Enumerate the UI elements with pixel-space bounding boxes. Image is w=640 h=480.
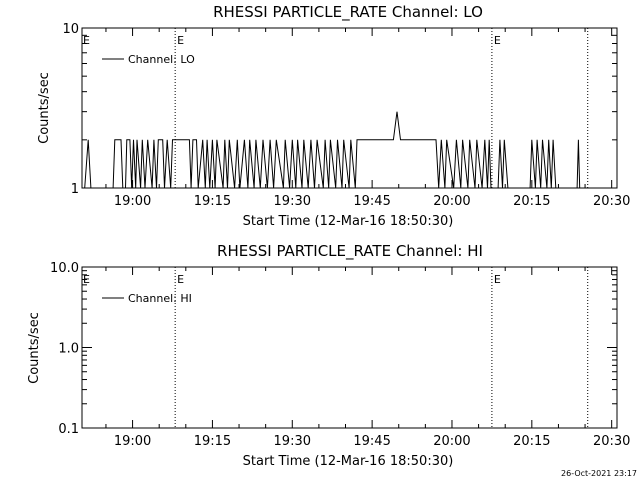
chart-hi-y-tick-label: 1.0: [58, 342, 79, 357]
chart-lo-y-tick-label: 10: [62, 22, 79, 37]
chart-lo-y-axis-label: Counts/sec: [37, 72, 52, 144]
chart-lo-legend-label: Channel: LO: [128, 53, 195, 66]
chart-hi-event-marker-label: E: [177, 273, 184, 286]
chart-lo-x-axis-label: Start Time (12-Mar-16 18:50:30): [243, 214, 454, 229]
chart-hi-x-tick-label: 20:15: [513, 434, 550, 449]
chart-lo-x-tick-label: 20:30: [593, 194, 630, 209]
chart-hi-x-tick-label: 20:30: [593, 434, 630, 449]
chart-lo-event-marker-label: E: [177, 34, 184, 47]
chart-lo-y-tick-label: 1: [71, 182, 79, 197]
chart-lo-title: RHESSI PARTICLE_RATE Channel: LO: [213, 3, 483, 22]
chart-hi-legend: Channel: HI: [102, 292, 192, 305]
chart-hi-event-marker-label: E: [494, 273, 501, 286]
chart-lo-x-tick-label: 20:00: [433, 194, 470, 209]
chart-lo-x-tick-label: 19:45: [353, 194, 390, 209]
chart-lo-data: [84, 111, 581, 189]
chart-lo-ticks: 19:00 19:15 19:30 19:45 20:00 20:15 20:30 1 10: [62, 22, 630, 209]
chart-hi-x-tick-label: 19:30: [274, 434, 311, 449]
chart-hi: RHESSI PARTICLE_RATE Channel: HI 19:00 19…: [27, 242, 630, 469]
chart-hi-x-tick-label: 19:15: [194, 434, 231, 449]
chart-hi-x-axis-label: Start Time (12-Mar-16 18:50:30): [243, 454, 454, 469]
chart-lo-event-marker-label: E: [494, 34, 501, 47]
chart-hi-ticks: 19:00 19:15 19:30 19:45 20:00 20:15 20:30 0.1 1.…: [50, 261, 630, 449]
chart-lo-series-line: [84, 111, 581, 189]
chart-hi-title: RHESSI PARTICLE_RATE Channel: HI: [217, 242, 483, 261]
chart-lo-x-tick-label: 19:00: [114, 194, 151, 209]
chart-lo-x-tick-label: 19:30: [274, 194, 311, 209]
chart-hi-y-tick-label: 0.1: [58, 422, 79, 437]
chart-hi-x-tick-label: 19:45: [353, 434, 390, 449]
chart-lo-x-tick-label: 20:15: [513, 194, 550, 209]
chart-lo-legend: Channel: LO: [102, 53, 195, 66]
chart-lo-event-marker-label: E: [83, 34, 90, 47]
chart-lo-x-tick-label: 19:15: [194, 194, 231, 209]
chart-lo: RHESSI PARTICLE_RATE Channel: LO 19:00 19…: [37, 3, 630, 229]
chart-hi-y-axis-label: Counts/sec: [27, 312, 42, 384]
chart-hi-y-tick-label: 10.0: [50, 261, 79, 276]
chart-hi-event-marker-label: E: [83, 273, 90, 286]
chart-hi-x-tick-label: 19:00: [114, 434, 151, 449]
generation-timestamp: 26-Oct-2021 23:17: [561, 469, 637, 478]
chart-hi-legend-label: Channel: HI: [128, 292, 192, 305]
chart-hi-x-tick-label: 20:00: [433, 434, 470, 449]
